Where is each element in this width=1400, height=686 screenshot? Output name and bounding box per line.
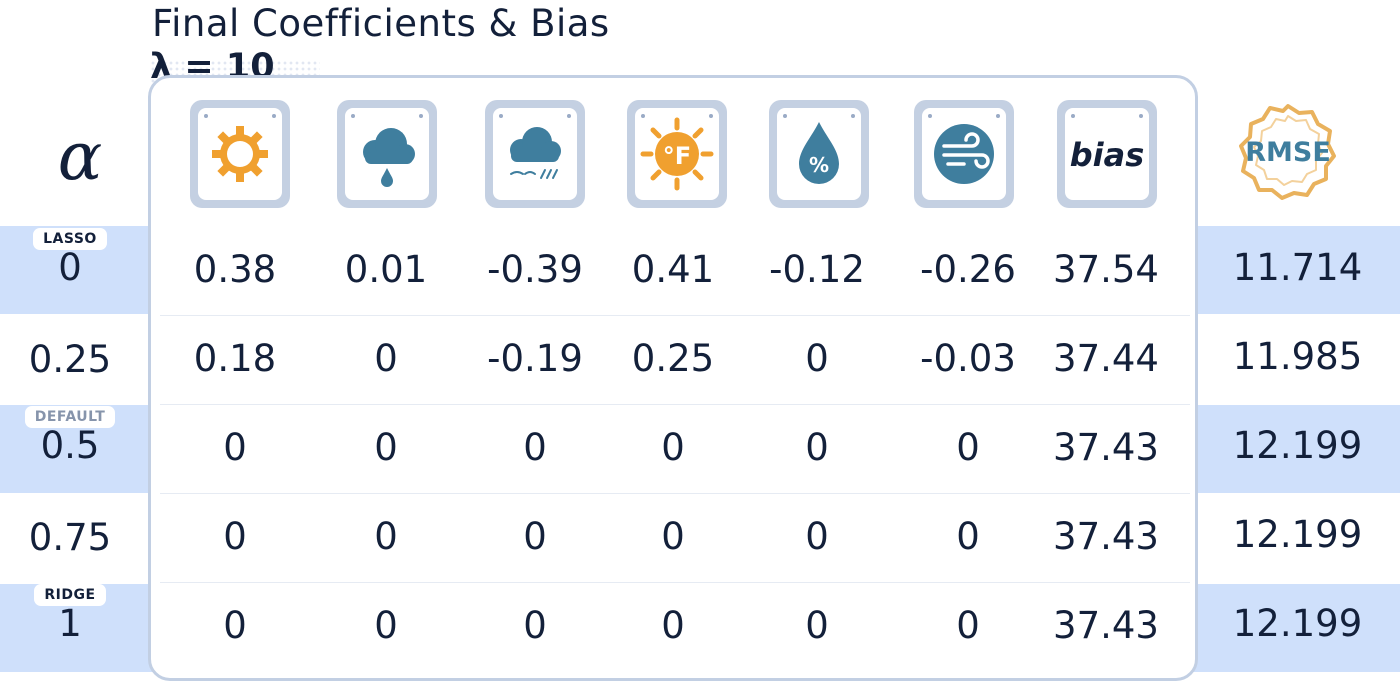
coefficient-cell: 0 (223, 515, 247, 558)
bias-label-icon: bias (1070, 136, 1145, 174)
bias-cell: 37.43 (1053, 515, 1159, 558)
rmse-value: 12.199 (1232, 602, 1363, 645)
coefficient-cell: 0 (523, 515, 547, 558)
coefficient-cell: 0 (374, 604, 398, 647)
coefficient-cell: 0 (661, 604, 685, 647)
alpha-value: 0.75 (28, 516, 112, 559)
rmse-value: 12.199 (1232, 513, 1363, 556)
bias-cell: 37.44 (1053, 337, 1159, 380)
coefficient-cell: 0.38 (193, 248, 277, 291)
coefficient-cell: 0 (374, 515, 398, 558)
temperature-icon: °F (640, 117, 714, 191)
coefficient-cell: 0 (374, 426, 398, 469)
coefficient-cell: 0 (523, 604, 547, 647)
alpha-header: α (57, 118, 103, 195)
alpha-value: 0.25 (28, 338, 112, 381)
coefficient-cell: 0 (805, 337, 829, 380)
alpha-value: 0 (58, 246, 82, 289)
temperature-icon-tile: °F (627, 100, 727, 208)
coefficient-cell: 0 (805, 515, 829, 558)
coefficient-cell: 0 (956, 426, 980, 469)
rain-cloud-icon (363, 128, 415, 187)
row-tag-default: DEFAULT (20, 406, 120, 428)
coefficient-cell: 0 (805, 604, 829, 647)
coefficient-cell: 0.41 (631, 248, 715, 291)
rmse-value: 11.985 (1232, 335, 1363, 378)
coefficient-cell: -0.39 (487, 248, 583, 291)
sun-icon-tile (190, 100, 290, 208)
sun-icon (212, 126, 268, 182)
coefficient-cell: -0.19 (487, 337, 583, 380)
coefficients-panel (148, 75, 1198, 681)
rain-cloud-icon-tile (337, 100, 437, 208)
storm-cloud-icon (510, 127, 561, 179)
wind-icon (934, 124, 994, 184)
row-tag-label: LASSO (33, 228, 107, 250)
bias-cell: 37.54 (1053, 248, 1159, 291)
rmse-header-text: RMSE (1245, 137, 1331, 168)
coefficient-cell: 0 (956, 604, 980, 647)
humidity-icon: % (799, 122, 839, 184)
humidity-icon-tile: % (769, 100, 869, 208)
coefficient-cell: -0.26 (920, 248, 1016, 291)
bias-cell: 37.43 (1053, 426, 1159, 469)
row-tag-label: DEFAULT (24, 406, 116, 428)
coefficient-cell: 0 (661, 426, 685, 469)
svg-text:°F: °F (663, 142, 691, 170)
rmse-badge-icon: RMSE (1238, 102, 1338, 202)
coefficient-cell: 0 (661, 515, 685, 558)
coefficient-cell: -0.12 (769, 248, 865, 291)
row-tag-ridge: RIDGE (20, 584, 120, 606)
rmse-value: 12.199 (1232, 424, 1363, 467)
coefficient-cell: 0 (374, 337, 398, 380)
alpha-value: 1 (58, 602, 82, 645)
wind-icon-tile (914, 100, 1014, 208)
bias-icon-tile: bias (1057, 100, 1157, 208)
row-separator (160, 493, 1190, 494)
coefficient-cell: 0 (523, 426, 547, 469)
coefficient-cell: 0.25 (631, 337, 715, 380)
bias-cell: 37.43 (1053, 604, 1159, 647)
alpha-value: 0.5 (40, 424, 100, 467)
row-separator (160, 404, 1190, 405)
row-separator (160, 582, 1190, 583)
storm-cloud-icon-tile (485, 100, 585, 208)
coefficient-cell: 0 (956, 515, 980, 558)
svg-text:%: % (809, 153, 829, 177)
coefficient-cell: -0.03 (920, 337, 1016, 380)
coefficient-cell: 0 (805, 426, 829, 469)
row-tag-label: RIDGE (34, 584, 106, 606)
chart-title: Final Coefficients & Bias (152, 2, 610, 45)
coefficient-cell: 0 (223, 604, 247, 647)
coefficient-cell: 0 (223, 426, 247, 469)
bias-header-text: bias (1070, 136, 1145, 174)
rmse-value: 11.714 (1232, 246, 1363, 289)
coefficient-cell: 0.18 (193, 337, 277, 380)
coefficient-cell: 0.01 (344, 248, 428, 291)
row-separator (160, 315, 1190, 316)
row-tag-lasso: LASSO (20, 228, 120, 250)
